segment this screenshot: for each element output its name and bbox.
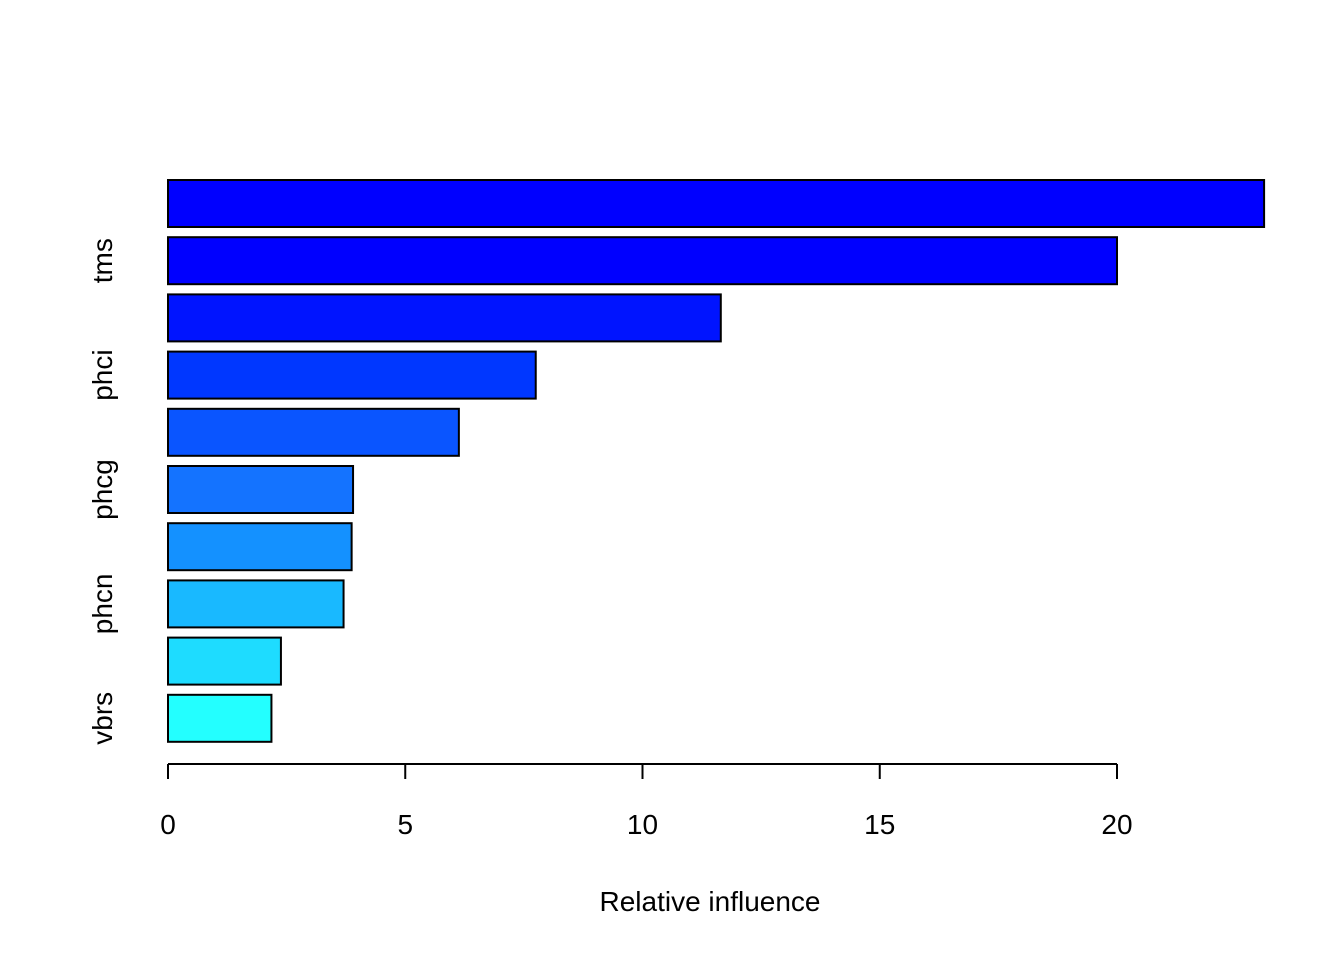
bar-phcn bbox=[167, 579, 345, 629]
bar-phci bbox=[167, 350, 537, 400]
x-axis-title: Relative influence bbox=[599, 886, 820, 917]
x-tick-label-15: 15 bbox=[864, 809, 895, 840]
bar-row-3 bbox=[167, 293, 722, 343]
category-label-vbrs: vbrs bbox=[87, 692, 118, 745]
category-label-phcg: phcg bbox=[87, 459, 118, 520]
bar-row-7 bbox=[167, 522, 353, 572]
bar-tms bbox=[167, 236, 1118, 286]
x-tick-label-5: 5 bbox=[397, 809, 413, 840]
x-axis: 0 5 10 15 20 bbox=[160, 763, 1133, 840]
bar-row-1 bbox=[167, 179, 1266, 228]
bars-group bbox=[167, 179, 1266, 743]
x-tick-label-0: 0 bbox=[160, 809, 176, 840]
bar-row-5 bbox=[167, 407, 460, 457]
bar-vbrs bbox=[167, 693, 273, 743]
bar-phcg bbox=[167, 465, 355, 514]
category-labels: tms phci phcg phcn vbrs bbox=[87, 238, 118, 745]
x-tick-label-10: 10 bbox=[627, 809, 658, 840]
category-label-phcn: phcn bbox=[87, 574, 118, 635]
category-label-phci: phci bbox=[87, 349, 118, 400]
bar-row-9 bbox=[167, 636, 282, 686]
category-label-tms: tms bbox=[87, 238, 118, 283]
x-tick-label-20: 20 bbox=[1101, 809, 1132, 840]
